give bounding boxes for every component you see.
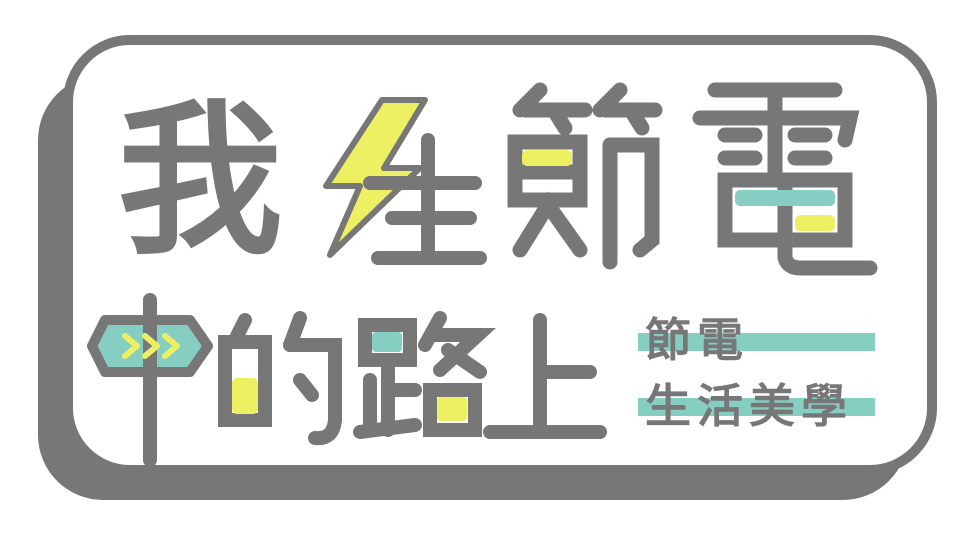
title-char-de-strokes (218, 311, 342, 446)
title-char-jie-strokes (507, 82, 663, 270)
title-char-shang-strokes (483, 313, 607, 439)
dian-yellow-block (795, 215, 835, 231)
lu-yellow-block (437, 397, 467, 421)
signpost-char-zhong (87, 293, 213, 467)
title-char-dian-strokes (692, 82, 878, 276)
subtitle-highlight-bar-1 (638, 333, 875, 351)
title-char-lu-strokes (353, 311, 496, 439)
subtitle-highlight-bar-2 (638, 398, 875, 416)
subtitle-line-1: 節電 (645, 313, 749, 367)
arrow-chevrons-icon (122, 333, 180, 359)
lu-teal-block (372, 332, 402, 352)
de-yellow-block (232, 378, 258, 414)
title-char-zai-strokes (363, 133, 487, 265)
jie-yellow-block (522, 150, 572, 166)
logo-frame (63, 35, 937, 475)
title-char-wo: 我 (118, 85, 283, 277)
subtitle-line-2: 生活美學 (645, 379, 853, 433)
dian-teal-block (735, 190, 835, 206)
